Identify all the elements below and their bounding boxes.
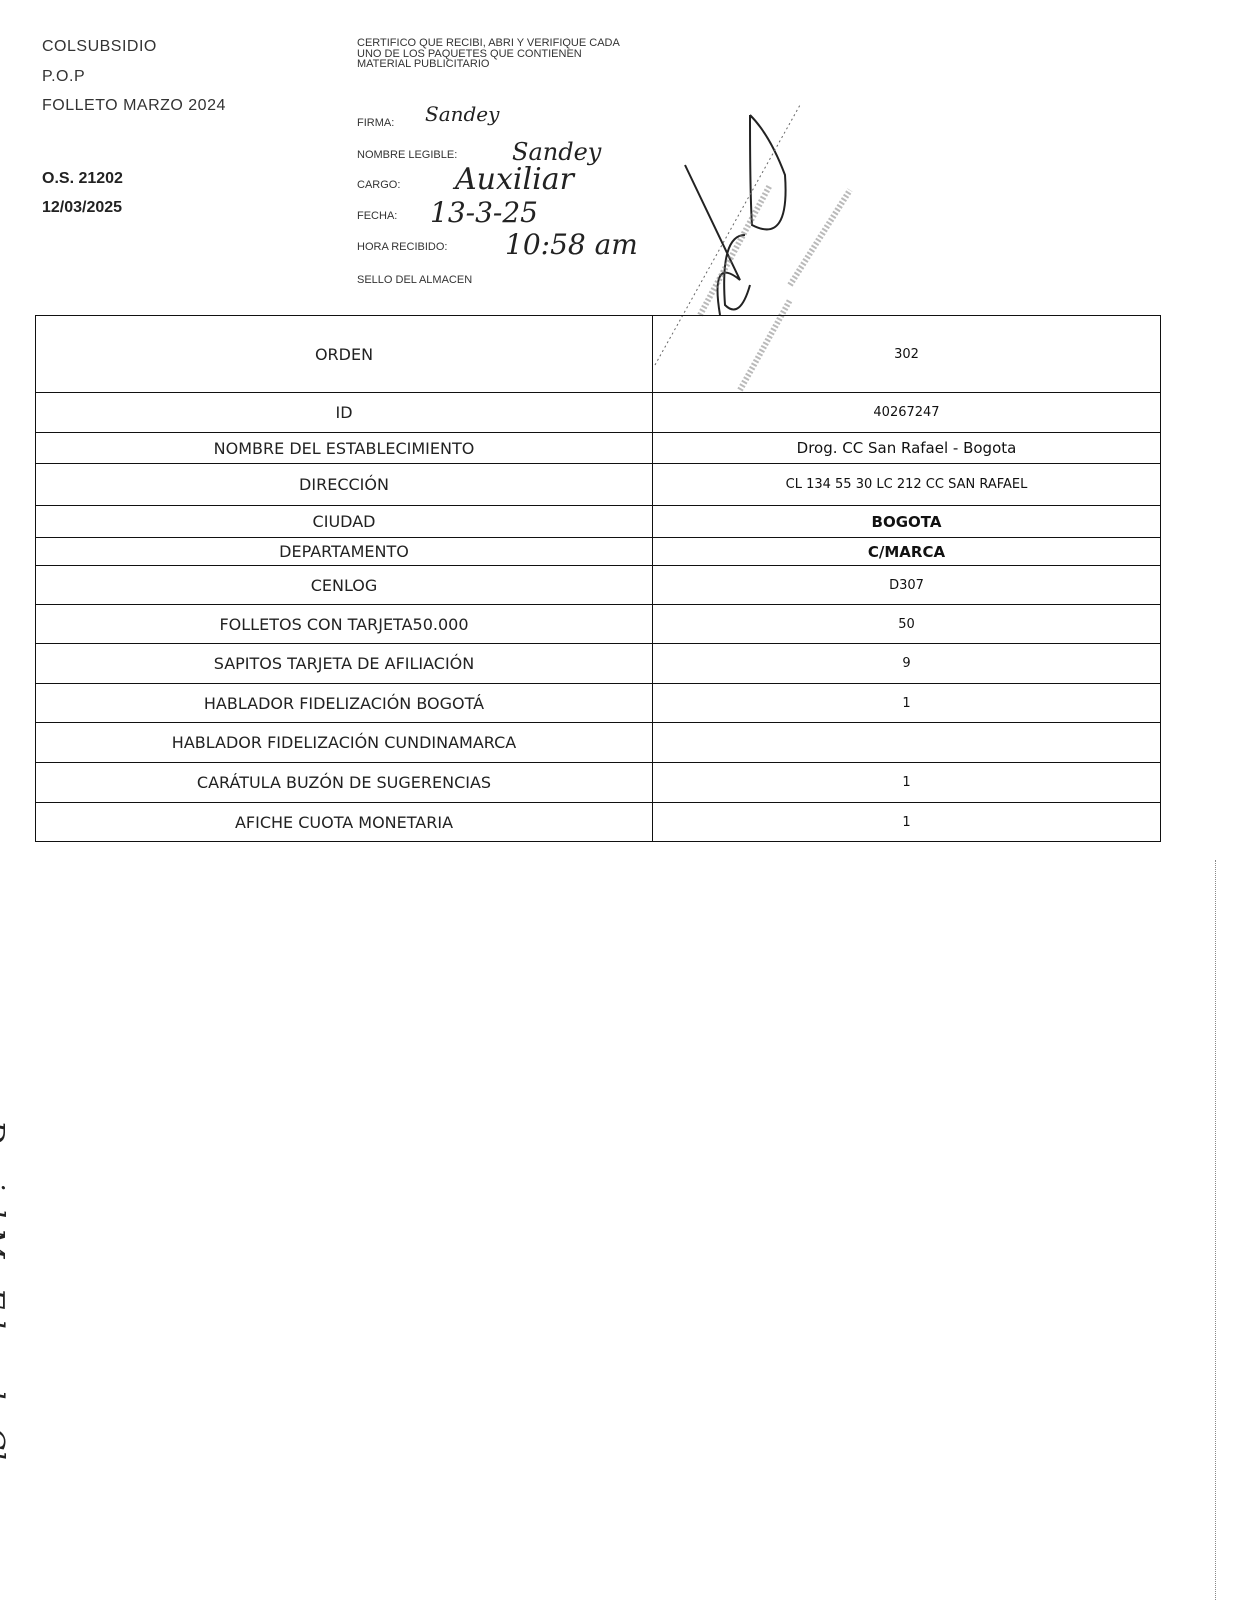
company-name: COLSUBSIDIO — [42, 38, 157, 55]
table-row: ORDEN 302 — [35, 315, 1161, 393]
fecha-label: FECHA: — [357, 210, 398, 222]
row-value: Drog. CC San Rafael - Bogota — [652, 432, 1161, 464]
table-row: SAPITOS TARJETA DE AFILIACIÓN 9 — [35, 643, 1161, 684]
table-row: AFICHE CUOTA MONETARIA 1 — [35, 802, 1161, 842]
table-row: HABLADOR FIDELIZACIÓN CUNDINAMARCA — [35, 722, 1161, 763]
folleto-title: FOLLETO MARZO 2024 — [42, 97, 226, 114]
row-value: 9 — [652, 643, 1161, 684]
row-value: 1 — [652, 683, 1161, 723]
row-label: CARÁTULA BUZÓN DE SUGERENCIAS — [35, 762, 653, 803]
sello-label: SELLO DEL ALMACEN — [357, 274, 473, 286]
row-label: NOMBRE DEL ESTABLECIMIENTO — [35, 432, 653, 464]
row-value: 1 — [652, 802, 1161, 842]
hora-value: 10:58 am — [505, 228, 638, 261]
cargo-value: Auxiliar — [455, 162, 574, 197]
firma-label: FIRMA: — [357, 117, 395, 129]
row-value: 50 — [652, 604, 1161, 644]
row-value: 1 — [652, 762, 1161, 803]
row-label: FOLLETOS CON TARJETA50.000 — [35, 604, 653, 644]
table-row: DEPARTAMENTO C/MARCA — [35, 537, 1161, 566]
table-row: CIUDAD BOGOTA — [35, 505, 1161, 538]
row-value: C/MARCA — [652, 537, 1161, 566]
row-label: HABLADOR FIDELIZACIÓN BOGOTÁ — [35, 683, 653, 723]
row-value: CL 134 55 30 LC 212 CC SAN RAFAEL — [652, 463, 1161, 506]
table-row: DIRECCIÓN CL 134 55 30 LC 212 CC SAN RAFA… — [35, 463, 1161, 506]
table-row: HABLADOR FIDELIZACIÓN BOGOTÁ 1 — [35, 683, 1161, 723]
service-order: O.S. 21202 — [42, 170, 123, 187]
nombre-value: Sandey — [512, 138, 602, 166]
scan-edge-divider — [1215, 860, 1216, 1600]
row-label: DEPARTAMENTO — [35, 537, 653, 566]
table-row: ID 40267247 — [35, 392, 1161, 433]
row-value: 302 — [652, 315, 1161, 393]
row-label: DIRECCIÓN — [35, 463, 653, 506]
table-row: FOLLETOS CON TARJETA50.000 50 — [35, 604, 1161, 644]
hora-label: HORA RECIBIDO: — [357, 241, 448, 253]
row-label: CENLOG — [35, 565, 653, 605]
fecha-value: 13-3-25 — [430, 196, 538, 229]
firma-signature: Sandey — [425, 102, 500, 126]
row-label: ORDEN — [35, 315, 653, 393]
handwritten-side-note: Daniel M - Eduardo Chaves — [0, 1120, 10, 1538]
row-value: D307 — [652, 565, 1161, 605]
row-label: AFICHE CUOTA MONETARIA — [35, 802, 653, 842]
nombre-label: NOMBRE LEGIBLE: — [357, 149, 458, 161]
table-row: CENLOG D307 — [35, 565, 1161, 605]
cargo-label: CARGO: — [357, 179, 401, 191]
certificate-text: CERTIFICO QUE RECIBI, ABRI Y VERIFIQUE C… — [357, 37, 620, 70]
row-label: HABLADOR FIDELIZACIÓN CUNDINAMARCA — [35, 722, 653, 763]
table-row: NOMBRE DEL ESTABLECIMIENTO Drog. CC San R… — [35, 432, 1161, 464]
pop-label: P.O.P — [42, 68, 86, 85]
table-row: CARÁTULA BUZÓN DE SUGERENCIAS 1 — [35, 762, 1161, 803]
row-value: 40267247 — [652, 392, 1161, 433]
row-value: BOGOTA — [652, 505, 1161, 538]
row-label: SAPITOS TARJETA DE AFILIACIÓN — [35, 643, 653, 684]
row-label: ID — [35, 392, 653, 433]
order-date: 12/03/2025 — [42, 199, 123, 216]
row-label: CIUDAD — [35, 505, 653, 538]
delivery-table: ORDEN 302 ID 40267247 NOMBRE DEL ESTABLECI… — [35, 315, 1161, 842]
row-value — [652, 722, 1161, 763]
